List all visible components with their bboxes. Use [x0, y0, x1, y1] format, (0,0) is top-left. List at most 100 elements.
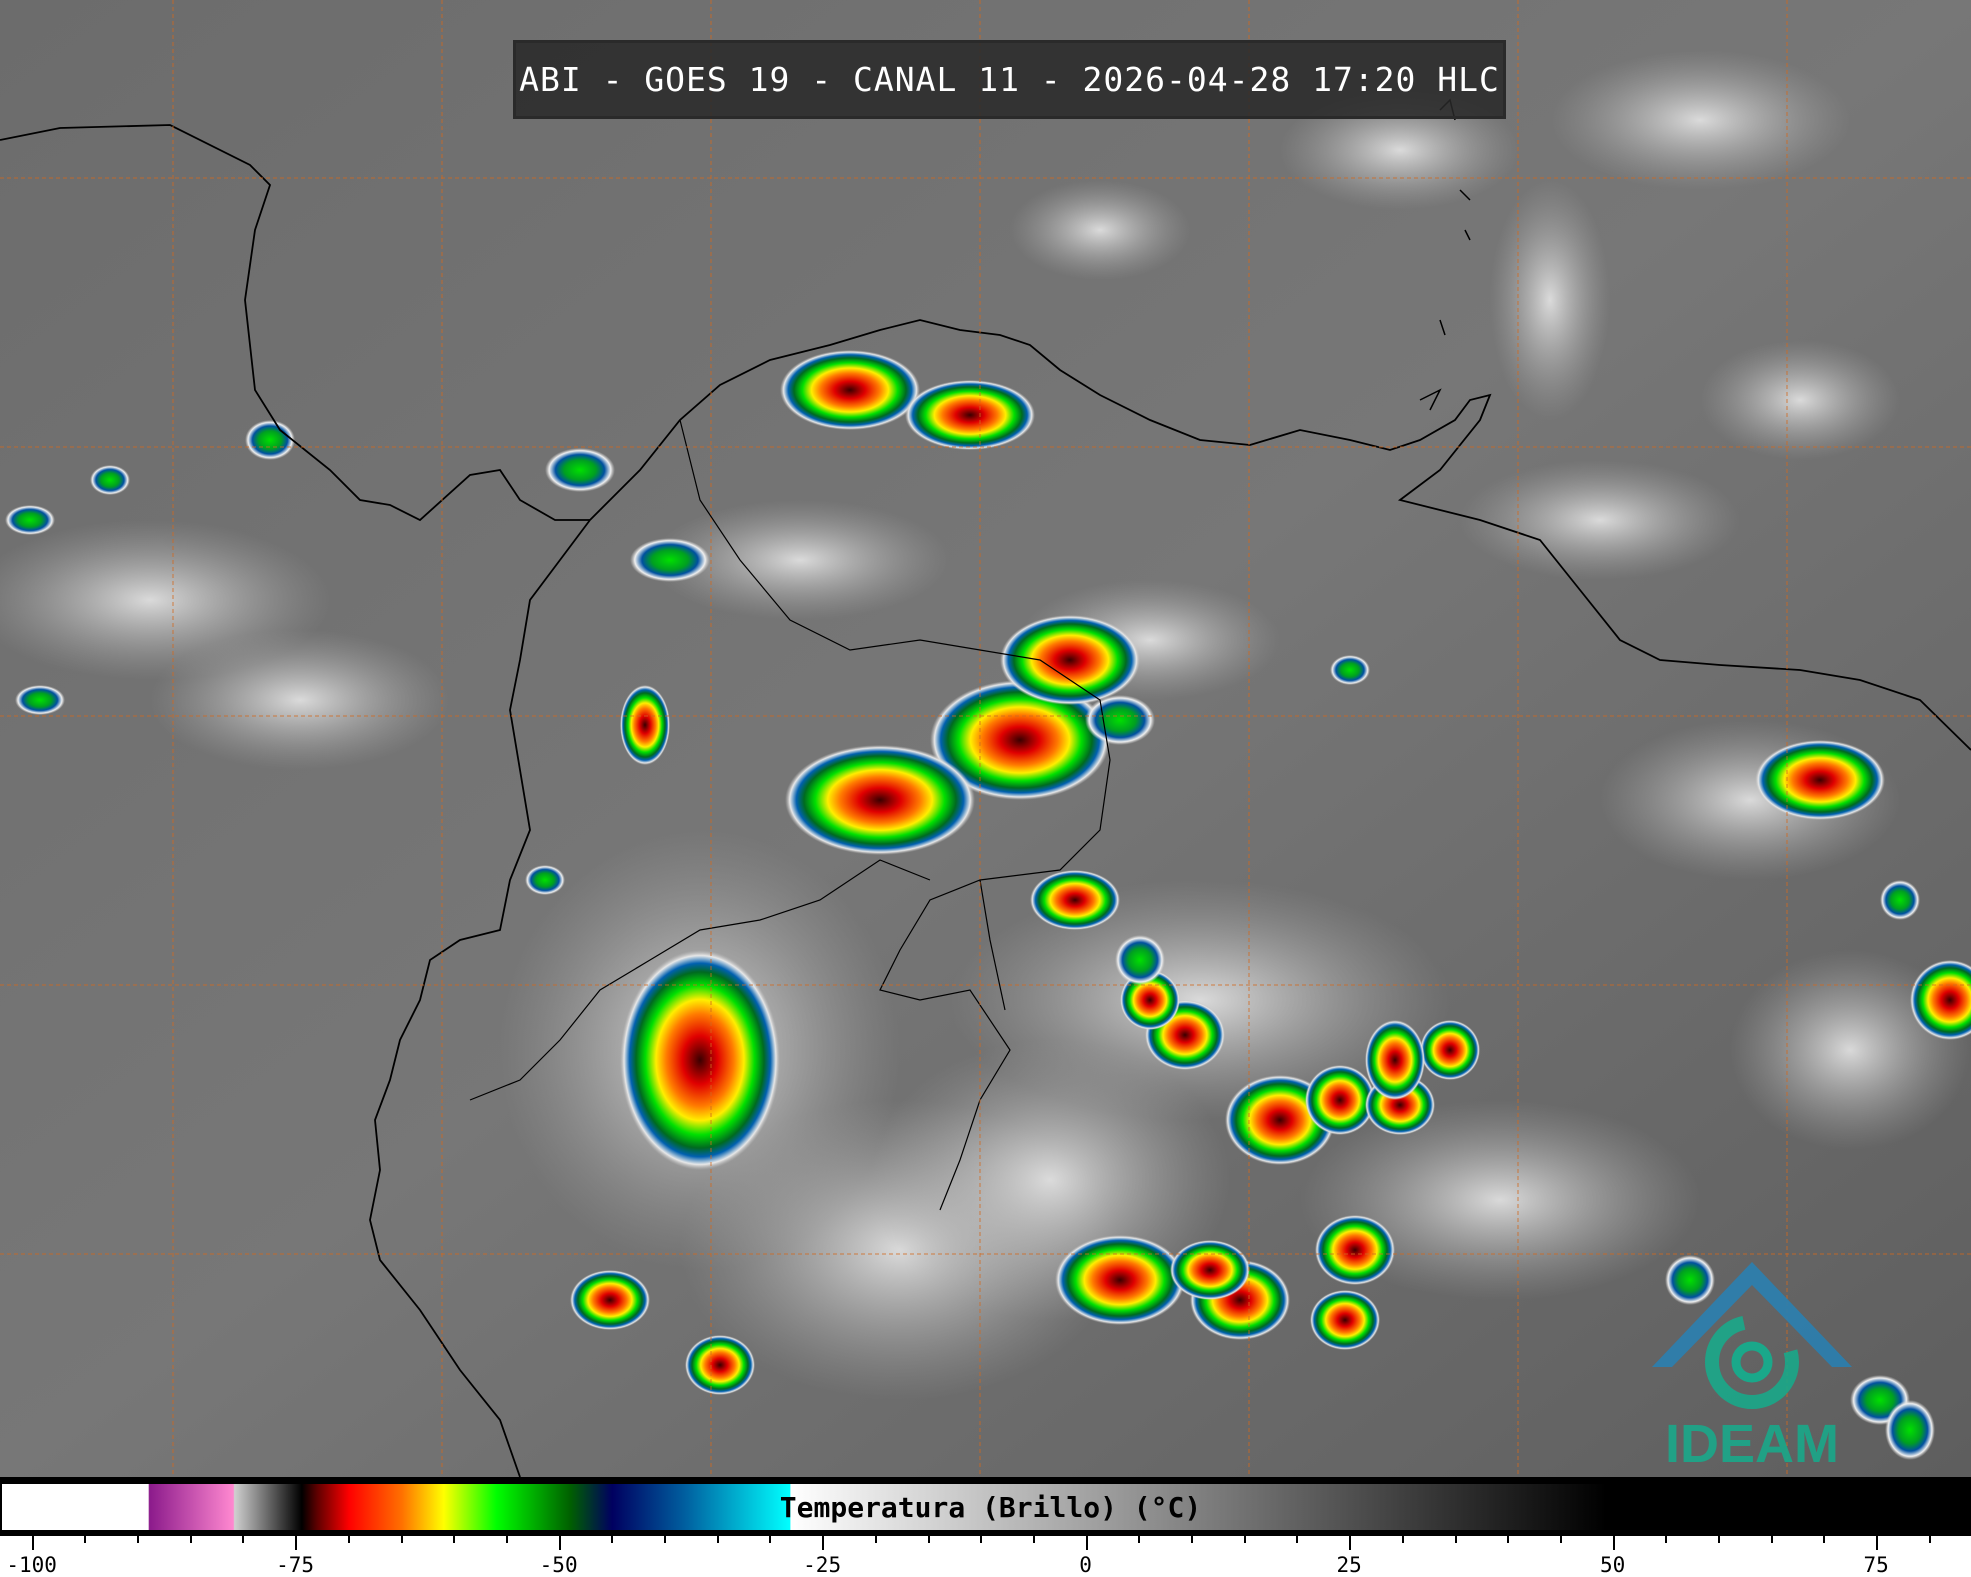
- minor-tick: [84, 1536, 87, 1543]
- temperature-colorbar: Temperatura (Brillo) (°C): [0, 1477, 1971, 1536]
- weak-convection: [1330, 655, 1370, 685]
- minor-tick: [1032, 1536, 1035, 1543]
- major-tick: [31, 1536, 34, 1550]
- tick-label: 0: [1079, 1553, 1092, 1577]
- ideam-logo: IDEAM: [1652, 1262, 1852, 1467]
- colorbar-label: Temperatura (Brillo) (°C): [779, 1490, 1202, 1524]
- minor-tick: [1823, 1536, 1826, 1543]
- minor-tick: [1770, 1536, 1773, 1543]
- major-tick: [558, 1536, 561, 1550]
- logo-swirl-inner: [1731, 1341, 1773, 1383]
- minor-tick: [137, 1536, 140, 1543]
- tick-label: -75: [276, 1553, 315, 1577]
- weak-convection: [1085, 695, 1155, 745]
- minor-tick: [716, 1536, 719, 1543]
- satellite-map: [0, 0, 1971, 1477]
- coastlines: [0, 98, 1971, 1477]
- cloud-layer: [0, 50, 1970, 1400]
- major-tick: [1085, 1536, 1088, 1550]
- cloud-region: [1460, 460, 1740, 580]
- cloud-region: [1700, 340, 1900, 460]
- major-tick: [295, 1536, 298, 1550]
- minor-tick: [874, 1536, 877, 1543]
- border-lines: [469, 419, 1111, 1211]
- minor-tick: [664, 1536, 667, 1543]
- storm-cell: [1315, 1215, 1395, 1285]
- minor-tick: [769, 1536, 772, 1543]
- weak-convection: [245, 420, 295, 460]
- storm-cell: [620, 950, 780, 1170]
- storm-cell: [1755, 740, 1885, 820]
- storm-cell: [1000, 615, 1140, 705]
- storm-cell: [1365, 1020, 1425, 1100]
- storm-cell: [1170, 1240, 1250, 1300]
- tick-label: -25: [803, 1553, 842, 1577]
- lat-lon-grid: [0, 0, 1971, 1477]
- weak-convection: [1885, 1400, 1935, 1460]
- minor-tick: [1191, 1536, 1194, 1543]
- tick-label: 25: [1336, 1553, 1362, 1577]
- colorbar-gradient: [2, 1484, 1969, 1530]
- minor-tick: [1454, 1536, 1457, 1543]
- minor-tick: [1507, 1536, 1510, 1543]
- colorbar-axis: -100 -75 -50 -25 0 25 50 75: [0, 1536, 1971, 1577]
- minor-tick: [1296, 1536, 1299, 1543]
- image-title: ABI - GOES 19 - CANAL 11 - 2026-04-28 17…: [513, 40, 1506, 119]
- minor-tick: [453, 1536, 456, 1543]
- coastline-central-america: [0, 124, 590, 522]
- minor-tick: [1138, 1536, 1141, 1543]
- minor-tick: [400, 1536, 403, 1543]
- minor-tick: [927, 1536, 930, 1543]
- minor-tick: [1928, 1536, 1931, 1543]
- tick-label: 75: [1863, 1553, 1889, 1577]
- storm-cell: [570, 1270, 650, 1330]
- major-tick: [1349, 1536, 1352, 1550]
- weak-convection: [1880, 880, 1920, 920]
- minor-tick: [189, 1536, 192, 1543]
- minor-tick: [611, 1536, 614, 1543]
- storm-cell: [785, 745, 975, 855]
- minor-tick: [1665, 1536, 1668, 1543]
- weak-convection: [90, 465, 130, 495]
- minor-tick: [347, 1536, 350, 1543]
- cloud-region: [1490, 180, 1610, 420]
- minor-tick: [1718, 1536, 1721, 1543]
- cloud-region: [1010, 180, 1190, 280]
- minor-tick: [505, 1536, 508, 1543]
- weak-convection: [630, 538, 710, 582]
- cloud-region: [1550, 50, 1850, 190]
- major-tick: [822, 1536, 825, 1550]
- storm-cell: [1910, 960, 1971, 1040]
- major-tick: [1876, 1536, 1879, 1550]
- logo-text: IDEAM: [1665, 1414, 1839, 1467]
- convective-cells: [5, 350, 1971, 1460]
- cloud-region: [150, 630, 450, 770]
- weak-convection: [5, 505, 55, 535]
- storm-cell: [685, 1335, 755, 1395]
- tick-label: 50: [1599, 1553, 1626, 1577]
- storm-cell: [780, 350, 920, 430]
- weak-convection: [525, 865, 565, 895]
- title-text: ABI - GOES 19 - CANAL 11 - 2026-04-28 17…: [519, 60, 1500, 99]
- minor-tick: [242, 1536, 245, 1543]
- minor-tick: [1559, 1536, 1562, 1543]
- coastline-caribbean-south-america: [589, 319, 1971, 751]
- tick-label: -100: [6, 1553, 57, 1577]
- storm-cell: [620, 685, 670, 765]
- minor-tick: [1243, 1536, 1246, 1543]
- cloud-region: [1280, 90, 1520, 210]
- storm-cell: [1305, 1065, 1375, 1135]
- logo-swirl: [1705, 1315, 1799, 1409]
- storm-cell: [905, 380, 1035, 450]
- storm-cell: [1055, 1235, 1185, 1325]
- minor-tick: [980, 1536, 983, 1543]
- weak-convection: [545, 448, 615, 492]
- storm-cell: [1310, 1290, 1380, 1350]
- major-tick: [1612, 1536, 1615, 1550]
- coastline-pacific: [369, 519, 591, 1477]
- storm-cell: [930, 680, 1110, 800]
- storm-cell: [1030, 870, 1120, 930]
- weak-convection: [1665, 1255, 1715, 1305]
- weak-convection: [1115, 935, 1165, 985]
